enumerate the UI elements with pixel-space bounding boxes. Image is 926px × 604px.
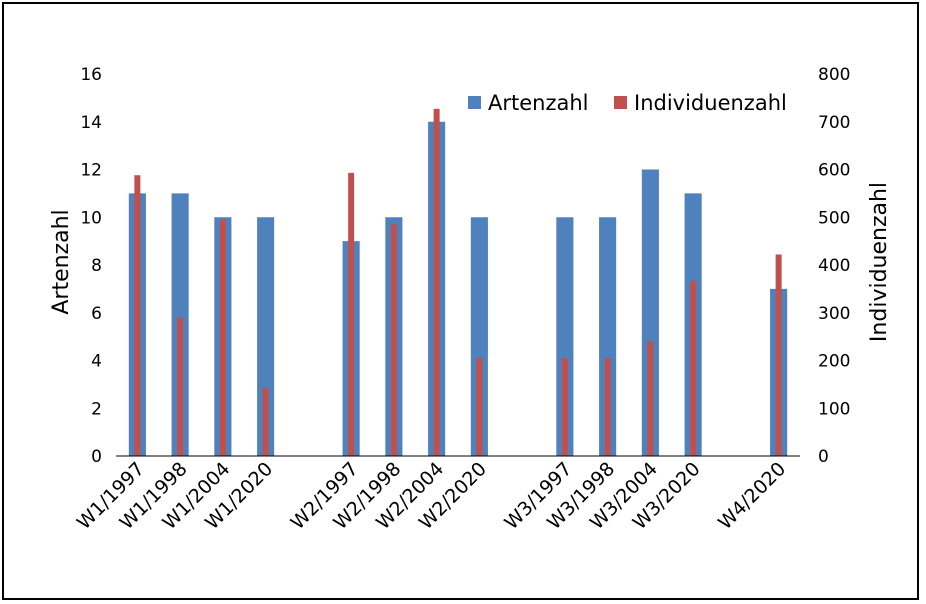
x-tick-label-w4-2020: W4/2020 [714,458,790,534]
legend-label-individuenzahl: Individuenzahl [634,91,787,115]
bar-individuenzahl-w1-1998 [177,317,184,456]
right-y-tick-label: 700 [818,113,850,133]
right-y-axis-title: Individuenzahl [867,182,892,342]
right-y-tick-label: 200 [818,352,850,372]
bar-artenzahl-w3-2004 [641,169,659,456]
bar-individuenzahl-w4-2020 [775,254,782,456]
left-y-tick-label: 14 [80,113,102,133]
right-y-tick-label: 300 [818,304,850,324]
bar-artenzahl-w1-2020 [257,217,275,456]
bar-individuenzahl-w2-1997 [348,172,355,456]
left-y-tick-label: 16 [80,65,102,85]
left-y-axis-title: Artenzahl [49,209,74,314]
bar-artenzahl-w3-1998 [599,217,617,456]
right-y-tick-label: 400 [818,256,850,276]
bar-individuenzahl-w1-2004 [219,219,226,456]
bar-individuenzahl-w2-2004 [433,108,440,457]
bar-individuenzahl-w3-2004 [647,341,654,456]
right-y-axis-ticks: 0 100 200 300 400 500 600 700 800 [818,65,850,467]
right-y-tick-label: 500 [818,208,850,228]
legend-swatch-individuenzahl [614,96,627,109]
left-y-tick-label: 6 [91,304,102,324]
left-y-tick-label: 10 [80,208,102,228]
legend: Artenzahl Individuenzahl [468,91,787,115]
right-y-tick-label: 600 [818,161,850,181]
individuenzahl-bars [134,108,782,457]
bar-individuenzahl-w1-2020 [262,387,269,456]
artenzahl-bars [128,121,788,456]
right-y-tick-label: 800 [818,65,850,85]
bar-individuenzahl-w1-1997 [134,175,141,457]
right-y-tick-label: 0 [818,447,829,467]
bar-individuenzahl-w3-2020 [690,280,697,456]
bar-artenzahl-w2-2020 [470,217,488,456]
bar-individuenzahl-w2-1998 [390,224,397,456]
bar-individuenzahl-w3-1998 [604,358,611,456]
legend-label-artenzahl: Artenzahl [488,91,589,115]
left-y-tick-label: 8 [91,256,102,276]
left-y-axis-ticks: 0 2 4 6 8 10 12 14 16 [80,65,102,467]
left-y-tick-label: 4 [91,352,102,372]
legend-swatch-artenzahl [468,96,481,109]
left-y-tick-label: 12 [80,161,102,181]
bar-artenzahl-w3-1997 [556,217,574,456]
left-y-tick-label: 2 [91,399,102,419]
left-y-tick-label: 0 [91,447,102,467]
bar-individuenzahl-w3-1997 [561,358,568,456]
bar-individuenzahl-w2-2020 [476,358,483,456]
right-y-tick-label: 100 [818,399,850,419]
